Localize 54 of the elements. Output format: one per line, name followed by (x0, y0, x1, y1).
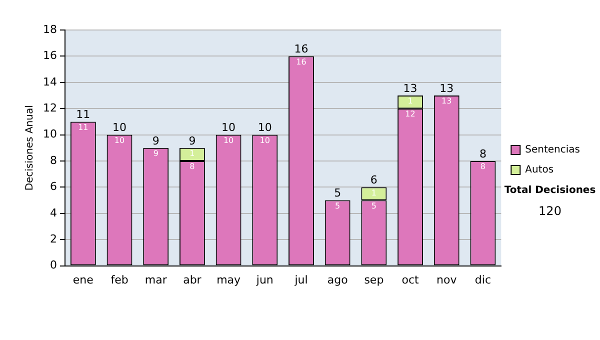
data-label: 16 (296, 57, 306, 66)
data-label: 5 (335, 201, 340, 210)
data-label: 10 (260, 136, 270, 145)
total-label: 8 (479, 147, 486, 160)
x-tick-label: abr (183, 273, 202, 286)
total-label: 16 (294, 42, 308, 56)
data-label: 1 (190, 148, 195, 158)
y-tick-label: 12 (42, 101, 57, 114)
x-tick-label: dic (474, 273, 492, 286)
data-label: 1 (371, 188, 376, 198)
total-label: 13 (403, 82, 418, 95)
data-label: 12 (405, 110, 416, 119)
text: 120 (538, 204, 562, 218)
data-label: 8 (190, 162, 195, 172)
total-label: 11 (76, 108, 90, 122)
x-tick-label: sep (364, 273, 384, 286)
x-tick-label: jul (294, 273, 308, 286)
x-tick-label: mar (144, 273, 168, 286)
total-label: 10 (222, 121, 236, 134)
x-tick-label: oct (402, 273, 420, 286)
legend-label: Sentencias (525, 144, 580, 156)
data-label: 5 (371, 201, 376, 210)
data-label: 13 (442, 96, 452, 106)
x-tick-label: nov (436, 273, 458, 286)
y-tick-label: 16 (42, 49, 57, 62)
total-label: 13 (440, 82, 454, 95)
y-tick-label: 6 (50, 180, 57, 194)
y-tick-label: 10 (42, 128, 57, 141)
total-label: 6 (370, 174, 378, 187)
total-label: 10 (258, 121, 272, 134)
text: Total Decisiones (503, 185, 597, 196)
y-axis-title: Decisiones Anual (24, 105, 36, 191)
y-tick-label: 14 (42, 75, 57, 88)
data-label: 10 (223, 136, 234, 145)
total-label: 9 (188, 134, 196, 148)
y-tick-label: 18 (42, 22, 57, 36)
data-label: 9 (153, 148, 158, 158)
x-tick-label: feb (110, 273, 128, 286)
x-tick-label: ene (72, 273, 94, 286)
legend-label: Autos (525, 164, 554, 176)
data-label: 10 (114, 136, 125, 145)
y-tick-label: 4 (50, 206, 57, 220)
total-label: 10 (112, 121, 127, 134)
x-tick-label: jun (255, 273, 274, 286)
data-label: 1 (408, 96, 413, 106)
total-label: 5 (334, 186, 342, 200)
total-label: 9 (152, 134, 160, 148)
data-label: 8 (480, 162, 486, 172)
y-tick-label: 2 (50, 232, 57, 246)
x-tick-label: may (216, 273, 242, 286)
y-tick-label: 8 (50, 154, 57, 167)
x-tick-label: ago (327, 273, 348, 286)
data-label: 11 (78, 122, 88, 132)
y-tick-label: 0 (50, 258, 57, 272)
